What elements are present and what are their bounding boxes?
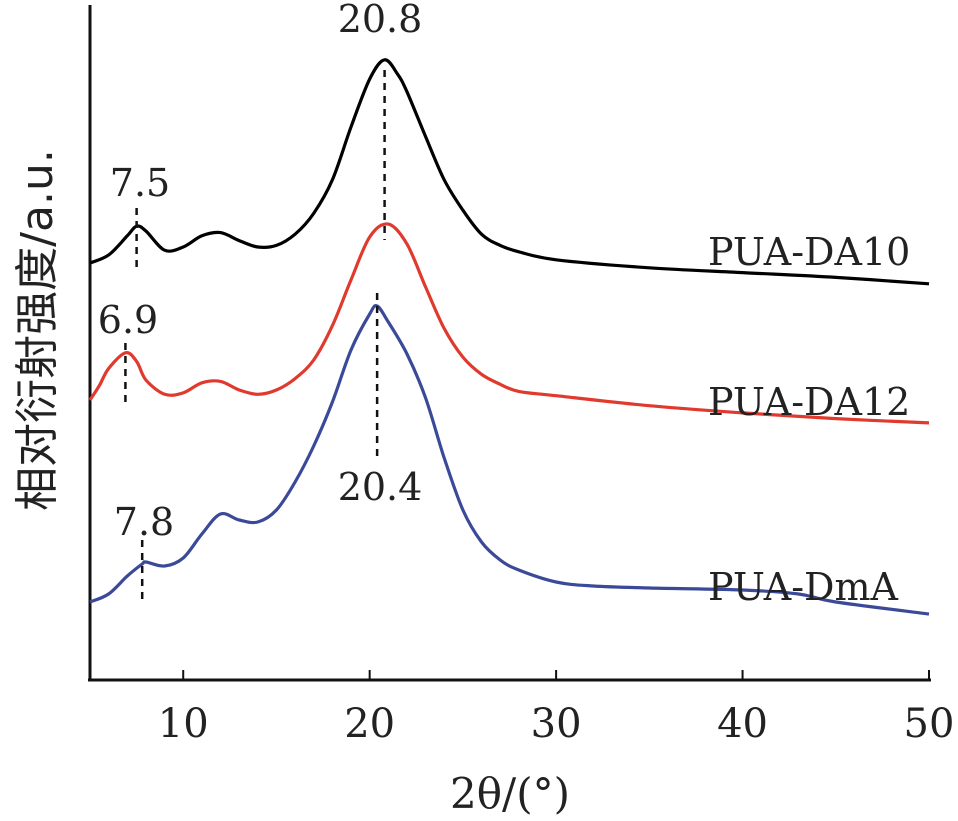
series-label: PUA-DA12 [708, 380, 910, 424]
series-line [89, 304, 930, 616]
x-tick-label: 40 [717, 701, 768, 747]
peak-label: 7.8 [114, 500, 174, 544]
x-tick-label: 20 [344, 701, 395, 747]
peak-label: 7.5 [110, 161, 170, 205]
axes: 10 20 30 40 50 [88, 5, 954, 747]
series-labels: PUA-DA10 PUA-DA12 PUA-DmA [708, 230, 910, 609]
x-tick-label: 10 [158, 701, 209, 747]
peak-label: 20.4 [338, 465, 423, 509]
x-ticks: 10 20 30 40 50 [158, 670, 955, 747]
peak-label: 6.9 [98, 298, 158, 342]
series-line [88, 222, 930, 425]
series-curves [88, 58, 930, 616]
x-tick-label: 50 [904, 701, 955, 747]
peak-annotations: 20.8 7.5 6.9 20.4 7.8 [98, 0, 423, 605]
series-line [89, 58, 930, 286]
x-tick-label: 30 [531, 701, 582, 747]
peak-label: 20.8 [338, 0, 423, 41]
series-label: PUA-DA10 [708, 230, 910, 274]
y-axis-title: 相对衍射强度/a.u. [12, 149, 63, 511]
x-axis-title: 2θ/(°) [450, 769, 570, 818]
series-label: PUA-DmA [708, 565, 899, 609]
